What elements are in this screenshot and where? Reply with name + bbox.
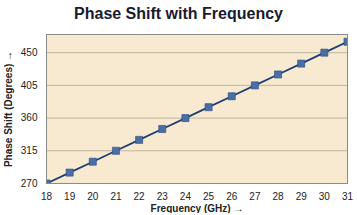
svg-text:24: 24 — [180, 191, 192, 202]
svg-text:25: 25 — [203, 191, 215, 202]
svg-text:Phase Shift (Degrees) →: Phase Shift (Degrees) → — [3, 51, 14, 167]
svg-text:28: 28 — [272, 191, 284, 202]
svg-text:23: 23 — [157, 191, 169, 202]
svg-text:450: 450 — [21, 47, 38, 58]
svg-text:21: 21 — [110, 191, 122, 202]
svg-text:Frequency (GHz) →: Frequency (GHz) → — [151, 203, 244, 214]
svg-text:18: 18 — [41, 191, 53, 202]
svg-text:30: 30 — [319, 191, 331, 202]
svg-text:19: 19 — [64, 191, 76, 202]
svg-text:29: 29 — [296, 191, 308, 202]
svg-text:26: 26 — [226, 191, 238, 202]
svg-text:405: 405 — [21, 80, 38, 91]
svg-text:31: 31 — [342, 191, 354, 202]
svg-text:270: 270 — [21, 178, 38, 189]
svg-text:20: 20 — [87, 191, 99, 202]
svg-text:27: 27 — [249, 191, 261, 202]
svg-text:22: 22 — [134, 191, 146, 202]
html-text:Phase Shift with Frequency: Phase Shift with Frequency — [74, 5, 283, 22]
svg-text:360: 360 — [21, 112, 38, 123]
svg-text:315: 315 — [21, 145, 38, 156]
